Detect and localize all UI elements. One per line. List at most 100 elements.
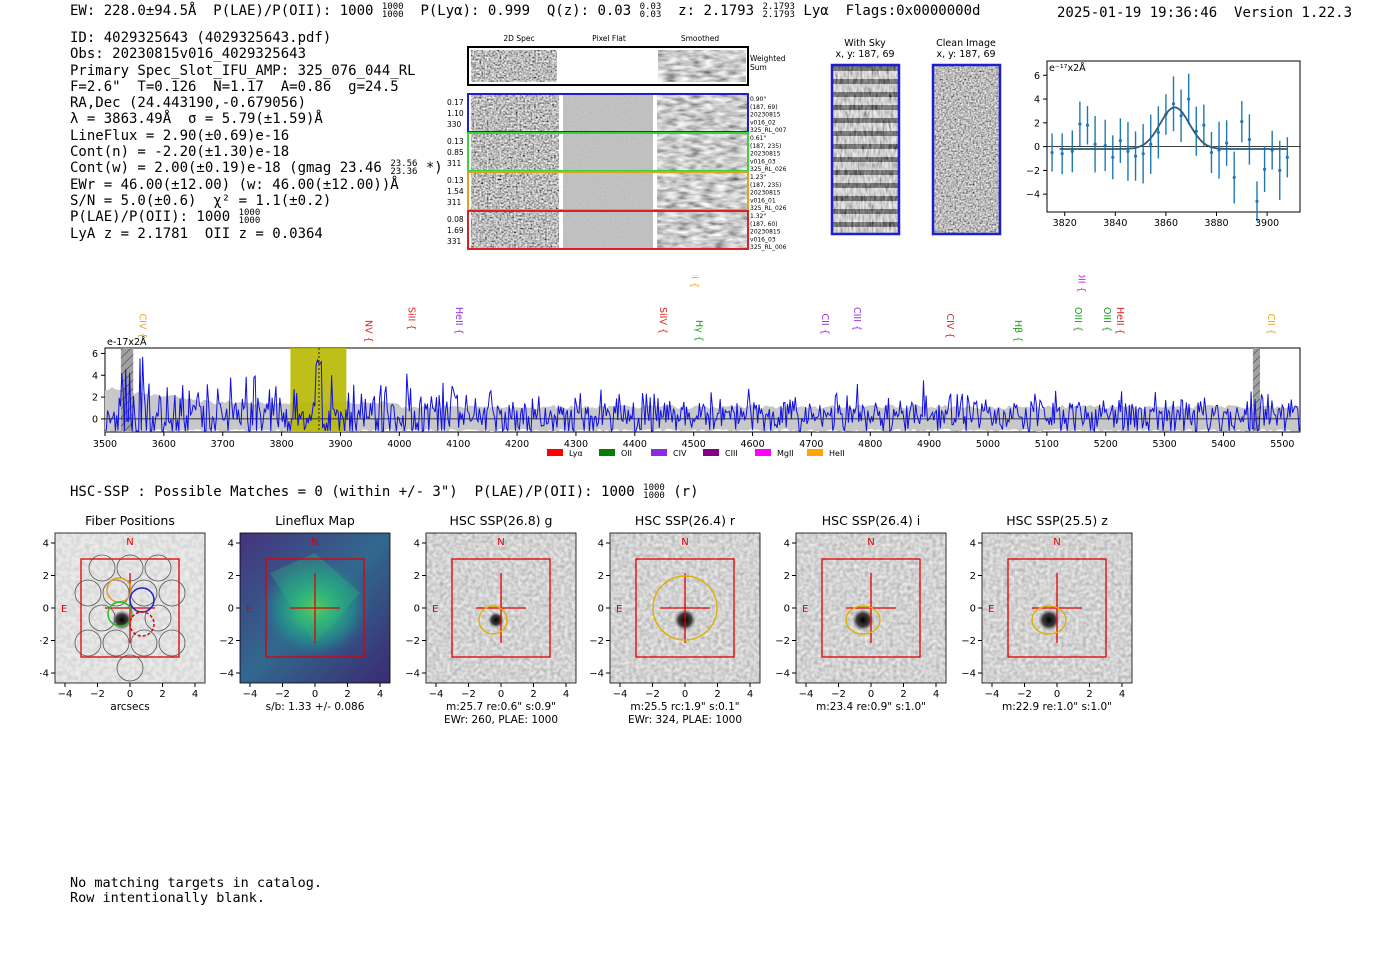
- hsc-caption: arcsecs: [110, 701, 149, 713]
- aperture-box: [635, 558, 735, 658]
- cutout-meta: 20230815: [750, 151, 781, 158]
- cutout-flat: [563, 173, 653, 209]
- spectrum-xtick-label: 4600: [740, 439, 764, 450]
- emission-line-label: CII {: [819, 314, 830, 335]
- zoom-xtick-label: 3880: [1204, 218, 1228, 229]
- hsc-ytick-label: −2: [219, 636, 234, 647]
- hsc-ytick-label: 0: [970, 604, 976, 615]
- weighted-sum-row: Weighted Sum: [467, 46, 786, 86]
- fiber-circle: [74, 629, 102, 657]
- cutout-stat: 0.17: [447, 98, 464, 107]
- hsc-ytick-label: −4: [405, 669, 420, 680]
- spectrum-xtick-label: 5400: [1211, 439, 1235, 450]
- legend-swatch: [547, 449, 563, 456]
- hsc-panel-group: Fiber Positions N E −4 −4 −2 −2 0 0 2 2 4 4 arcsecs Li…: [40, 513, 1133, 726]
- info-contw: Cont(w) = 2.00(±0.19)e-18 (gmag 23.46 23…: [70, 159, 443, 178]
- spectrum-xtick-label: 5200: [1094, 439, 1118, 450]
- cutout-stat: 1.69: [447, 226, 464, 235]
- east-label: E: [802, 604, 808, 615]
- zoom-point: [1156, 130, 1160, 134]
- zoom-point: [1255, 199, 1259, 203]
- hsc-xtick-label: 4: [747, 689, 753, 700]
- cutout-smooth: [657, 173, 747, 209]
- with-sky-image: [830, 63, 901, 236]
- fiber-circle: [130, 629, 158, 657]
- source-ellipse: [652, 575, 718, 641]
- hsc-panel: HSC SSP(26.8) g N E −4 −4 −2 −2 0 0 2 2 4 4 m:25.7 re…: [405, 513, 577, 726]
- spectrum-ytick-label: 0: [92, 414, 98, 425]
- hsc-ytick-label: 2: [598, 571, 604, 582]
- cutout-stat: 311: [447, 198, 462, 207]
- north-label: N: [497, 537, 504, 548]
- cutout-stat: 0.08: [447, 215, 464, 224]
- full-spectrum: CIV {NV {SiII {HeII {SiIV {CIII {Hγ {CII…: [92, 275, 1301, 458]
- clean-title: Clean Image: [936, 38, 996, 49]
- hsc-xtick-label: 2: [344, 689, 350, 700]
- emission-line-label: OII {: [1076, 275, 1087, 293]
- version: Version 1.22.3: [1234, 5, 1353, 21]
- zoom-fit-curve: [1059, 106, 1288, 150]
- spectrum-xtick-label: 4500: [682, 439, 706, 450]
- emission-line-label: OIII {: [1072, 307, 1083, 332]
- hsc-xtick-label: −4: [613, 689, 628, 700]
- cutout-stat: 1.54: [447, 187, 464, 196]
- zoom-point: [1285, 155, 1289, 159]
- cutout-row: 0.13 0.85 311 0.61"(187, 235)20230815v016_0…: [447, 132, 787, 173]
- cutout-row: 0.08 1.69 331 1.32"(187, 60)20230815v016_03…: [447, 210, 787, 251]
- cutout-2d: [471, 212, 559, 248]
- hsc-xtick-label: 2: [530, 689, 536, 700]
- cutout-2d: [471, 173, 559, 209]
- hsc-xtick-label: 0: [682, 689, 688, 700]
- hsc-xtick-label: −4: [985, 689, 1000, 700]
- hsc-ytick-label: 4: [598, 539, 604, 550]
- spectrum-xtick-label: 3500: [93, 439, 117, 450]
- hsc-xtick-label: −2: [831, 689, 846, 700]
- spectrum-xtick-label: 3900: [328, 439, 352, 450]
- z-line: Lyα: [803, 3, 829, 19]
- hsc-panel-title: Lineflux Map: [275, 513, 355, 528]
- emission-line-label: CIV {: [137, 314, 148, 339]
- zoom-point: [1085, 123, 1090, 127]
- cutout-stat: 330: [447, 120, 462, 129]
- east-label: E: [61, 604, 67, 615]
- zoom-xtick-label: 3840: [1103, 218, 1127, 229]
- legend-label: OII: [621, 449, 632, 458]
- hsc-xtick-label: −2: [90, 689, 105, 700]
- zoom-point: [1070, 149, 1074, 153]
- hsc-panel: HSC SSP(26.4) r N E −4 −4 −2 −2 0 0 2 2 4 4 m:25.5 rc…: [589, 513, 761, 726]
- cutout-stat: 0.85: [447, 148, 464, 157]
- spectrum-xtick-label: 4800: [858, 439, 882, 450]
- legend-item: HeII: [807, 449, 845, 458]
- hsc-panel-title: HSC SSP(26.4) i: [822, 513, 920, 528]
- cutout-meta: v016_02: [750, 119, 776, 126]
- hsc-plae-bounds: 1000 1000: [643, 483, 665, 501]
- detection-info: ID: 4029325643 (4029325643.pdf) Obs: 202…: [70, 30, 443, 242]
- hsc-panel-title: Fiber Positions: [85, 513, 175, 528]
- fiber-circle: [158, 579, 186, 607]
- hsc-xtick-label: 0: [868, 689, 874, 700]
- fiber-circle: [102, 629, 130, 657]
- legend-item: MgII: [755, 449, 794, 458]
- spectrum-ytick-label: 4: [92, 371, 98, 382]
- hsc-ytick-label: 2: [414, 571, 420, 582]
- cutout-meta: 325_RL_007: [750, 127, 787, 134]
- hsc-ytick-label: −4: [961, 669, 976, 680]
- cutout-meta: 0.90": [750, 96, 766, 103]
- source-ellipse: [478, 605, 508, 635]
- footer-line-2: Row intentionally blank.: [70, 890, 266, 906]
- spectrum-xtick-label: 4400: [623, 439, 647, 450]
- emission-line-label: CIII {: [851, 307, 862, 331]
- zoom-point: [1060, 152, 1064, 156]
- zoom-ytick-label: 2: [1034, 118, 1040, 129]
- hsc-caption: EWr: 324, PLAE: 1000: [628, 714, 742, 726]
- spectrum-xtick-label: 3600: [152, 439, 176, 450]
- emission-line-label: CIV {: [944, 314, 955, 339]
- hsc-xtick-label: 0: [312, 689, 318, 700]
- emission-line-label: SiIV {: [657, 307, 668, 334]
- east-label: E: [432, 604, 438, 615]
- cutout-2d: [471, 134, 559, 170]
- clean-image: [931, 63, 1002, 236]
- east-label: E: [988, 604, 994, 615]
- cutout-stat: 0.13: [447, 176, 464, 185]
- east-label: E: [246, 604, 252, 615]
